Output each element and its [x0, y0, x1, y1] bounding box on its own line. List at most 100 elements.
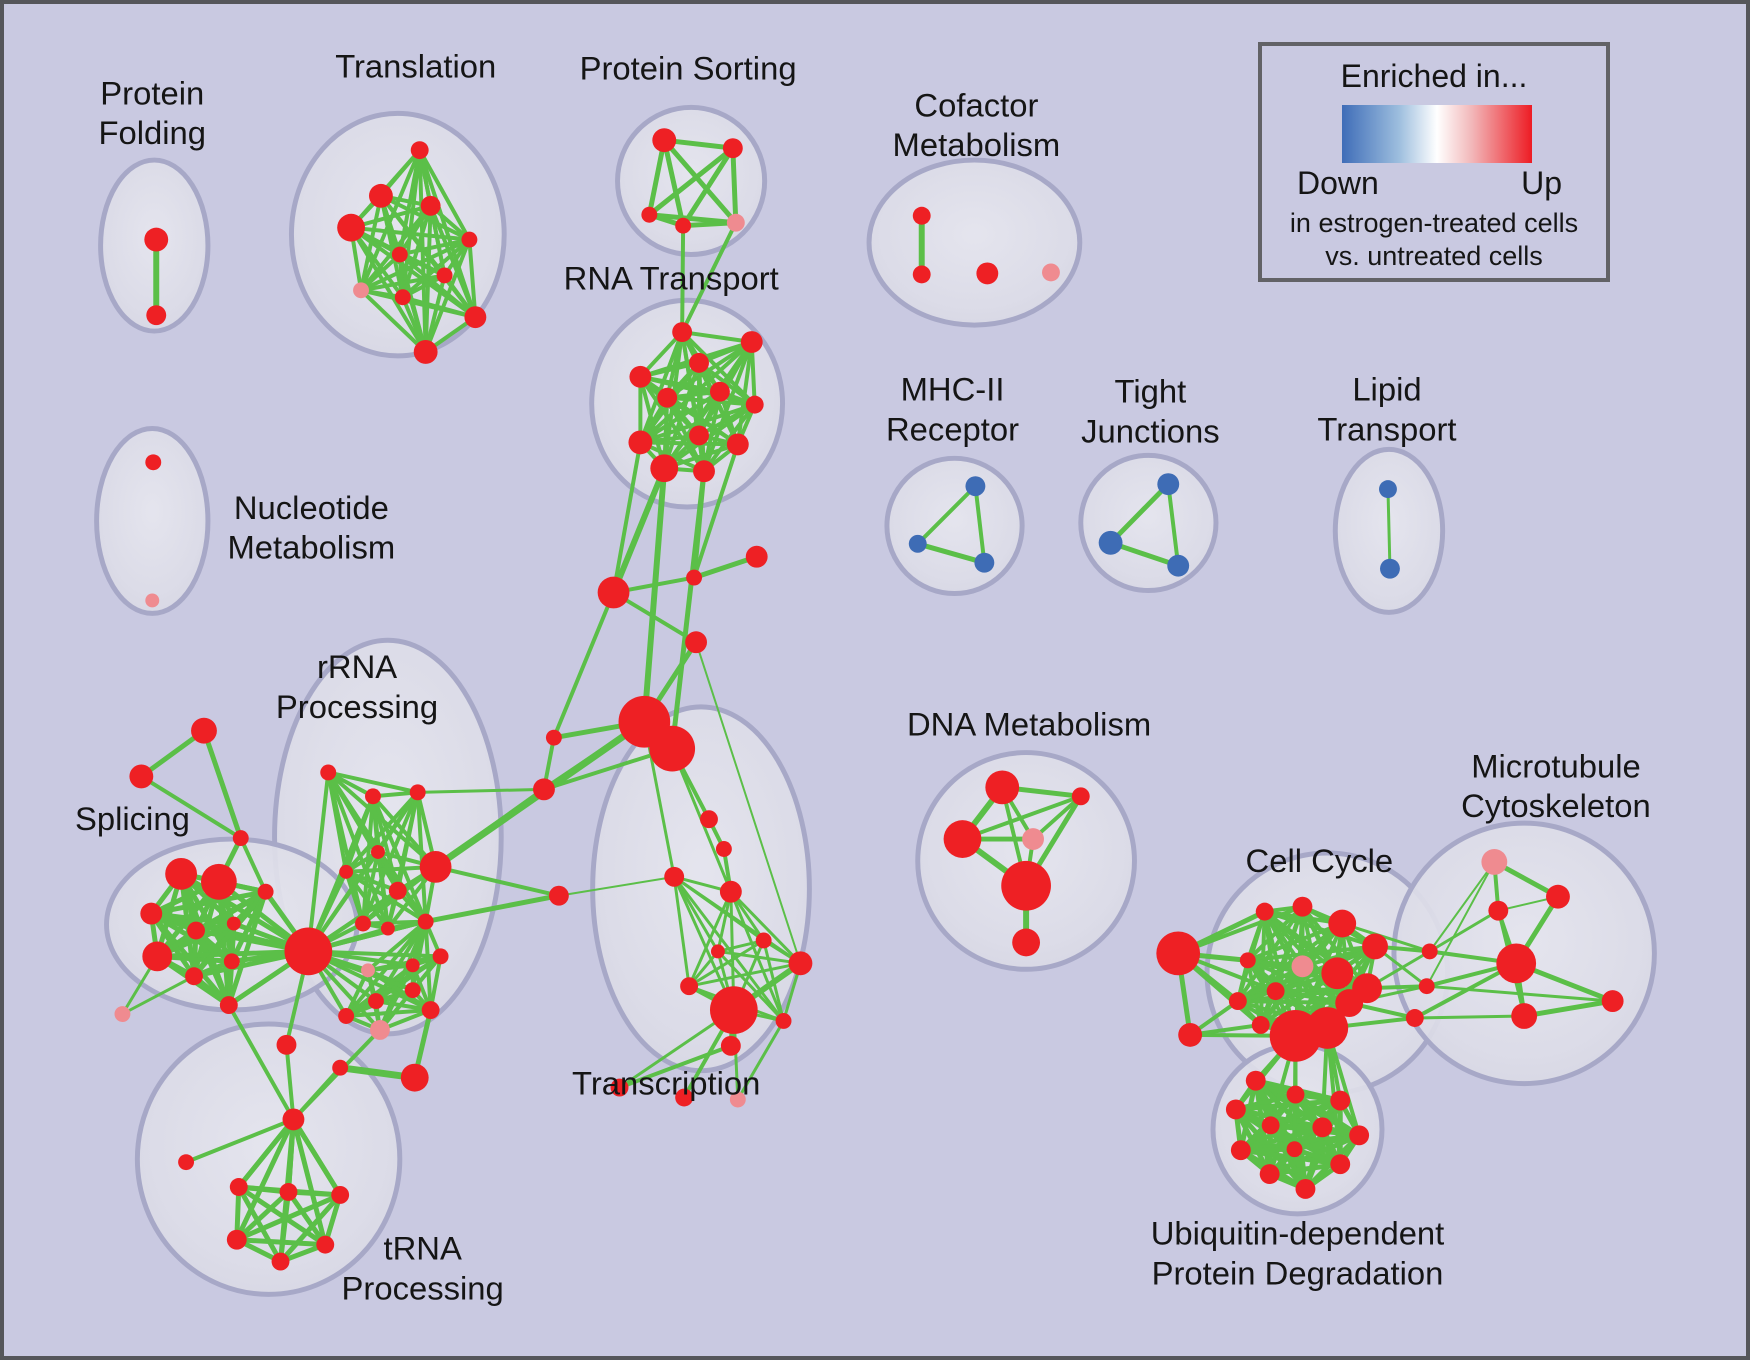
node-rr17 [421, 1001, 440, 1019]
label-microtubule-cytoskeleton: Microtubule Cytoskeleton [1461, 747, 1651, 824]
node-sp8 [223, 953, 240, 970]
node-lp2 [1380, 558, 1400, 579]
node-cc11 [1251, 1016, 1270, 1034]
label-nucleotide-metabolism: Nucleotide Metabolism [227, 489, 395, 566]
node-nm1 [145, 454, 162, 471]
edge-br1-cc3 [1340, 922, 1432, 953]
node-ub7 [1349, 1125, 1370, 1146]
cluster-nucleotide-metabolism [94, 426, 211, 616]
node-tr3 [420, 195, 441, 216]
node-cc5 [1239, 952, 1256, 969]
edge-ct2-ct3 [691, 554, 760, 581]
mesh-edge [735, 340, 754, 447]
edge-rt11-ct1 [610, 465, 668, 596]
node-mt4 [1511, 1003, 1538, 1029]
mesh-edge [680, 330, 754, 344]
node-tx8 [788, 951, 813, 976]
label-protein-sorting: Protein Sorting [580, 50, 797, 87]
node-rt3 [689, 352, 709, 373]
node-rt5 [657, 387, 678, 408]
mesh-edge [397, 237, 472, 257]
node-sp5 [226, 916, 241, 931]
edge-dm2-dm3 [960, 794, 1083, 842]
node-ub4 [1330, 1090, 1351, 1111]
node-ub12 [1295, 1179, 1316, 1199]
node-sp6 [142, 941, 173, 972]
mesh-edge [344, 869, 390, 931]
node-tj2 [1098, 530, 1123, 555]
node-tx3 [664, 866, 685, 887]
mesh-edge [326, 770, 420, 795]
mesh-edge [702, 389, 722, 474]
node-tn7 [271, 1252, 290, 1271]
node-tn6 [316, 1235, 335, 1254]
legend-gradient-bar [1342, 105, 1532, 163]
mesh-edge [397, 252, 478, 320]
mesh-edge [236, 1184, 328, 1248]
node-sp9 [257, 883, 274, 900]
node-rt1 [672, 322, 693, 342]
edge-br1-mt2 [1428, 909, 1500, 953]
node-mh1 [965, 476, 986, 497]
node-sp7 [185, 967, 203, 986]
node-br2 [1418, 978, 1435, 995]
node-tx6 [710, 944, 725, 959]
node-cf1 [912, 206, 931, 225]
mesh-edge [234, 1116, 296, 1243]
node-dm5 [1001, 860, 1051, 911]
edge-spP-sp7 [120, 974, 196, 1016]
edge-ct9-rrH [433, 864, 561, 898]
node-dm6 [1012, 928, 1041, 957]
edge-lp1-lp2 [1386, 487, 1392, 571]
node-rt8 [628, 430, 653, 455]
node-tj3 [1167, 554, 1190, 577]
node-rr3 [409, 784, 426, 801]
node-mt1 [1546, 884, 1570, 909]
edge-tnH-tn3 [285, 1116, 296, 1195]
node-tr7 [436, 267, 453, 284]
mesh-edge [1245, 904, 1305, 963]
legend-title: Enriched in... [1340, 58, 1528, 94]
node-dm2 [1071, 787, 1090, 806]
node-ub1 [1245, 1070, 1266, 1091]
node-rr20 [400, 1063, 429, 1092]
node-ct4 [685, 631, 707, 654]
node-rt6 [709, 381, 730, 402]
node-sp1 [165, 857, 198, 890]
mesh-edge [344, 1008, 433, 1018]
node-tx12 [675, 1088, 694, 1107]
cluster-trna-processing [134, 1021, 403, 1297]
label-splicing: Splicing [75, 800, 190, 837]
label-ubiquitin-degradation: Ubiquitin-dependent Protein Degradation [1151, 1215, 1445, 1292]
node-cc9 [1266, 982, 1285, 1001]
mesh-edge [359, 288, 428, 354]
node-cf4 [1042, 263, 1060, 282]
node-ub9 [1286, 1141, 1303, 1158]
node-mtP [1481, 849, 1508, 875]
node-tj1 [1157, 473, 1180, 496]
legend-subtitle-line1: in estrogen-treated cells [1289, 208, 1579, 238]
node-tn1 [178, 1154, 195, 1171]
node-sp2 [200, 863, 237, 900]
mesh-edge [687, 890, 733, 988]
node-rr15 [368, 993, 384, 1010]
node-tn3 [279, 1183, 298, 1201]
node-sp10 [219, 996, 238, 1015]
node-ct1 [597, 576, 630, 609]
mesh-edge [373, 999, 433, 1013]
node-tx5 [755, 932, 772, 949]
node-tr8 [353, 282, 369, 299]
edge-mh1-mh3 [973, 484, 987, 565]
mesh-edge [349, 225, 472, 242]
node-ccB2 [1306, 1007, 1349, 1049]
node-ub11 [1259, 1164, 1280, 1185]
mesh-edge [236, 1184, 284, 1265]
node-rr18 [369, 1019, 390, 1040]
node-dm3 [943, 820, 982, 858]
mesh-edge [1235, 904, 1305, 1004]
node-tr2 [368, 183, 393, 208]
edge-rr21-tnH [284, 1042, 296, 1122]
mesh-edge [415, 790, 428, 924]
mesh-edge [234, 1192, 343, 1243]
